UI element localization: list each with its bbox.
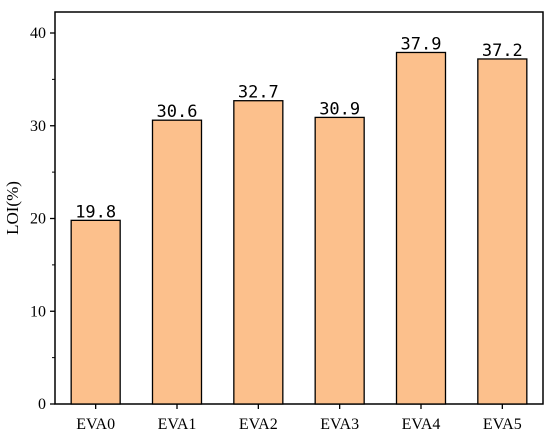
bar-eva2 bbox=[233, 100, 284, 405]
y-axis-ticks: 0 10 20 30 40 bbox=[30, 25, 55, 413]
y-tick-label: 40 bbox=[30, 25, 46, 42]
x-tick-label: EVA3 bbox=[320, 416, 359, 433]
data-label-eva1: 30.6 bbox=[157, 102, 198, 122]
bar-eva4 bbox=[395, 51, 447, 405]
data-label-eva3: 30.9 bbox=[319, 99, 360, 119]
data-label-eva4: 37.9 bbox=[401, 34, 442, 54]
x-tick-label: EVA2 bbox=[239, 416, 278, 433]
x-tick-label: EVA4 bbox=[402, 416, 441, 433]
data-label-eva2: 32.7 bbox=[238, 83, 279, 103]
bar-eva0 bbox=[70, 219, 121, 405]
bar-eva1 bbox=[151, 119, 203, 405]
x-tick-label: EVA5 bbox=[483, 416, 522, 433]
bars-group bbox=[70, 51, 528, 405]
bar-eva3 bbox=[314, 116, 365, 405]
plot-frame bbox=[54, 11, 544, 405]
y-tick-label: 20 bbox=[30, 211, 46, 228]
x-tick-label: EVA0 bbox=[76, 416, 115, 433]
y-tick-label: 10 bbox=[30, 303, 46, 320]
x-tick-label: EVA1 bbox=[158, 416, 197, 433]
x-axis-ticks: EVA0 EVA1 EVA2 EVA3 EVA4 EVA5 bbox=[76, 404, 522, 433]
bar-eva5 bbox=[477, 58, 528, 405]
y-axis-title: LOI(%) bbox=[3, 181, 22, 235]
data-label-eva0: 19.8 bbox=[75, 202, 116, 222]
data-label-eva5: 37.2 bbox=[482, 41, 523, 61]
y-tick-label: 0 bbox=[38, 396, 46, 413]
y-tick-label: 30 bbox=[30, 118, 46, 135]
data-labels-group: 19.8 30.6 32.7 30.9 37.9 37.2 bbox=[75, 34, 523, 222]
